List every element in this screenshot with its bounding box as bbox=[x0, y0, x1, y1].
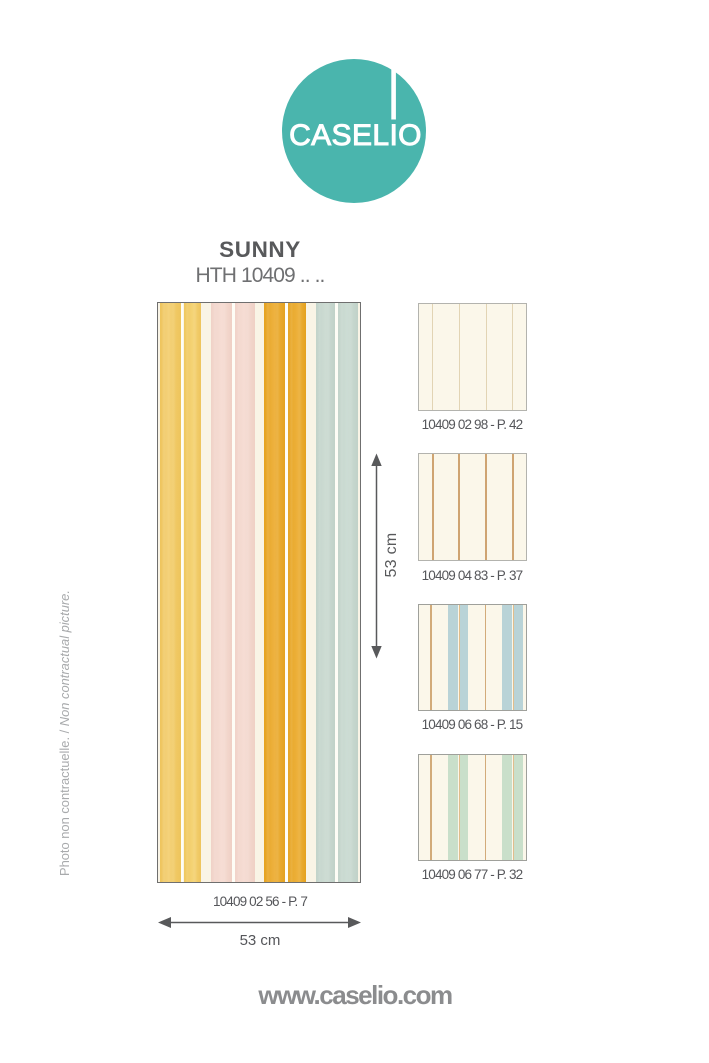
svg-text:CASELIO: CASELIO bbox=[289, 119, 422, 152]
